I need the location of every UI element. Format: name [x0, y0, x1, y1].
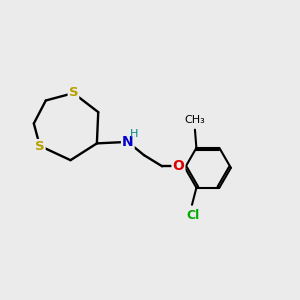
Text: S: S [69, 86, 78, 99]
Text: O: O [172, 159, 184, 173]
Text: CH₃: CH₃ [184, 115, 205, 125]
Text: N: N [122, 135, 134, 149]
Text: H: H [130, 129, 139, 139]
Text: Cl: Cl [187, 208, 200, 222]
Text: S: S [35, 140, 45, 153]
